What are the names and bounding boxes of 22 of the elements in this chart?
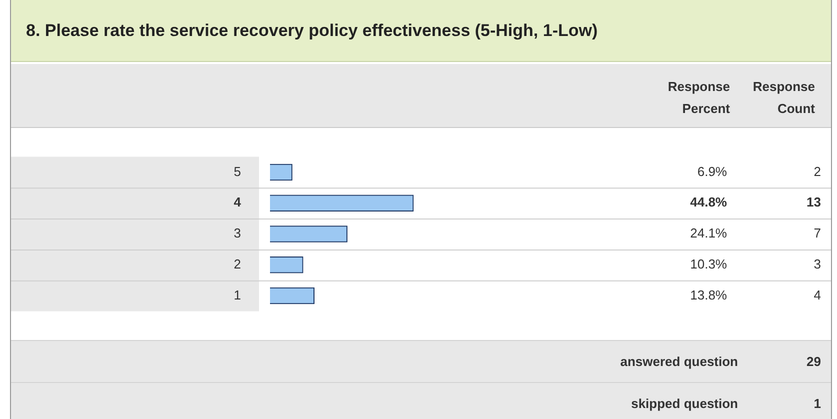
text: 4 [814, 287, 821, 302]
data-label: 24.1% [690, 226, 728, 241]
text: 2 [814, 164, 821, 179]
data-label: 44.8% [690, 194, 728, 210]
text: Response Count [752, 78, 815, 118]
data-label: 10.3% [690, 256, 728, 272]
data-label: 6.9% [697, 164, 728, 179]
y-tick-label: 4 [234, 194, 242, 210]
text: 29 [806, 354, 821, 369]
y-tick-label: 5 [234, 164, 241, 179]
text: Response Percent [666, 78, 730, 118]
text: 1 [814, 396, 821, 411]
y-tick-label: 3 [234, 226, 241, 241]
text: skipped question [631, 396, 738, 411]
text: answered question [620, 354, 738, 369]
data-label: 13.8% [690, 287, 728, 302]
text: 3 [814, 256, 821, 272]
chart-title: 8. Please rate the service recovery policy effectiveness (5-High, 1-Low) [11, 0, 831, 62]
text: 13 [806, 194, 821, 210]
y-tick-label: 2 [234, 256, 241, 272]
text: 7 [814, 226, 821, 241]
y-tick-label: 1 [234, 287, 241, 302]
